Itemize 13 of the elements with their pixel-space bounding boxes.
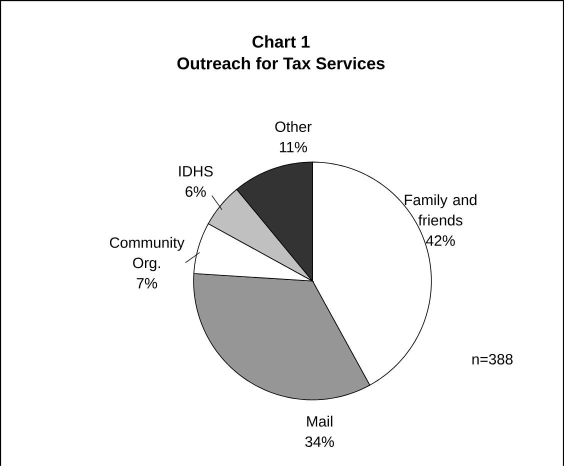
slice-label: Community Org. [110, 236, 184, 271]
data-label: 34% [305, 436, 334, 447]
slice-label: Other [275, 120, 312, 132]
chart-title: Chart 1 [252, 35, 310, 48]
slice-label: Mail [307, 416, 332, 426]
data-label: 11% [280, 142, 307, 152]
text: n=388 [472, 354, 513, 364]
slice-label: IDHS [179, 166, 213, 176]
chart-subtitle: Outreach for Tax Services [177, 56, 385, 70]
data-label: 7% [136, 278, 158, 288]
data-label: 6% [186, 186, 206, 197]
data-label: 42% [426, 235, 455, 246]
slice-label: Family and friends [404, 194, 476, 226]
